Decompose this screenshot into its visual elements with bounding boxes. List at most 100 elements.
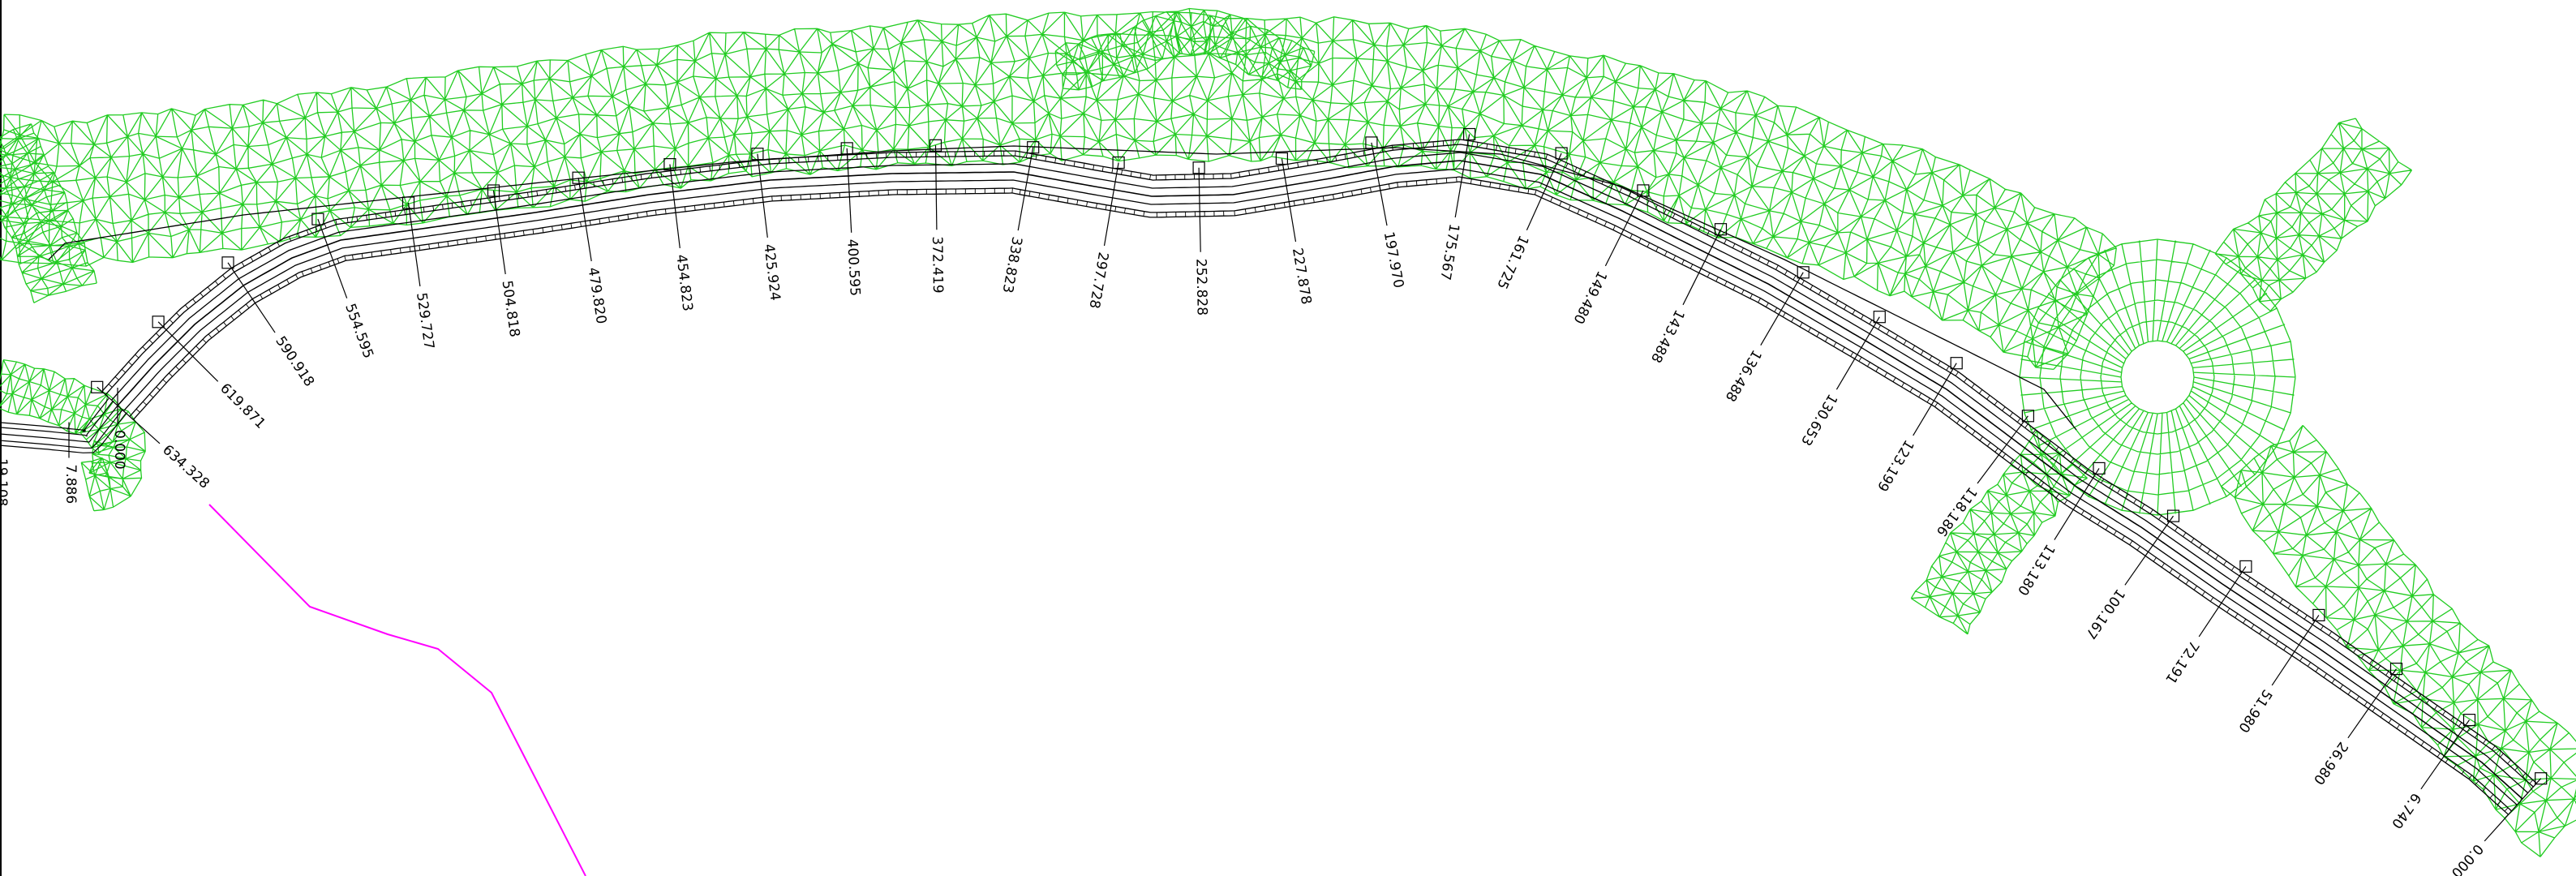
- station-tick: [1454, 134, 1470, 218]
- station-marker: [221, 256, 234, 269]
- station-label: 149.480: [1569, 268, 1609, 327]
- station-marker: [1112, 156, 1125, 170]
- station-marker: [487, 184, 500, 197]
- road-alignment: [0, 139, 2537, 815]
- station-label: 425.924: [760, 243, 783, 302]
- station-label: 529.727: [413, 292, 437, 350]
- station-marker: [929, 139, 942, 152]
- station-marker: [1275, 152, 1289, 165]
- station-marker: [840, 142, 853, 155]
- station-label: 479.820: [585, 266, 610, 325]
- station-marker: [663, 158, 676, 171]
- station-marker: [2166, 509, 2180, 522]
- station-label: 113.180: [2014, 541, 2058, 598]
- boundary-line: [208, 504, 586, 876]
- station-tick: [2124, 515, 2174, 586]
- station-tick: [492, 190, 506, 275]
- station-label: 227.878: [1289, 247, 1314, 306]
- station-tick: [1760, 272, 1804, 346]
- station-tick: [2420, 719, 2470, 790]
- station-tick: [2271, 615, 2320, 686]
- station-label: 7.886: [62, 465, 79, 505]
- station-label: 297.728: [1085, 251, 1111, 310]
- station-label: 72.191: [2162, 638, 2202, 687]
- station-marker: [1950, 357, 1963, 370]
- station-tick: [2484, 778, 2542, 842]
- station-tick: [2347, 668, 2397, 739]
- station-tick: [1103, 162, 1119, 247]
- station-tick: [757, 153, 768, 238]
- station-marker: [1365, 136, 1378, 149]
- station-tick: [157, 321, 219, 382]
- station-marker: [2021, 410, 2034, 423]
- station-tick: [669, 164, 680, 248]
- station-marker: [1462, 127, 1476, 141]
- station-marker: [572, 171, 585, 184]
- station-label: 619.871: [217, 380, 268, 432]
- station-label: 634.328: [159, 442, 213, 492]
- station-marker: [1797, 266, 1810, 279]
- station-tick: [1526, 152, 1562, 231]
- station-label: 197.970: [1380, 230, 1407, 290]
- station-label: 504.818: [498, 279, 522, 337]
- station-marker: [1555, 147, 1568, 160]
- station-marker: [152, 316, 165, 328]
- station-marker: [1637, 184, 1650, 197]
- station-label: 0.000: [111, 430, 127, 470]
- station-tick: [846, 148, 852, 233]
- station-label: 130.653: [1797, 391, 1840, 449]
- station-marker: [2535, 772, 2548, 785]
- station-label: 590.918: [272, 333, 317, 389]
- station-tick: [1604, 190, 1644, 267]
- station-label: 372.419: [929, 236, 946, 294]
- station-label: 175.567: [1436, 222, 1462, 281]
- station-label: 19.108: [0, 458, 10, 506]
- station-marker: [751, 148, 764, 161]
- station-label: 252.828: [1192, 259, 1209, 316]
- station-tick: [934, 145, 938, 230]
- station-marker: [2462, 713, 2476, 727]
- station-tick: [577, 178, 592, 262]
- station-ticks: [0, 127, 2548, 842]
- terrain-mesh: [0, 7, 2576, 857]
- station-tick: [317, 218, 348, 298]
- station-tick: [1371, 142, 1388, 226]
- station-tick: [1198, 167, 1201, 252]
- station-marker: [1192, 161, 1205, 174]
- station-label: 400.595: [844, 238, 863, 296]
- station-tick: [2198, 566, 2247, 638]
- station-label: 51.980: [2235, 686, 2275, 736]
- station-label: 26.980: [2310, 739, 2351, 788]
- station-tick: [407, 202, 421, 287]
- station-marker: [311, 213, 324, 225]
- station-label: 100.167: [2082, 586, 2128, 642]
- station-marker: [2093, 462, 2106, 475]
- station-marker: [2389, 662, 2403, 676]
- station-tick: [1835, 316, 1880, 390]
- station-label: 338.823: [999, 235, 1025, 294]
- station-label: 554.595: [341, 302, 376, 361]
- station-label: 0.000: [2448, 840, 2486, 876]
- station-tick: [2054, 468, 2100, 540]
- station-tick: [1977, 415, 2029, 484]
- station-label: 6.740: [2388, 790, 2424, 831]
- station-marker: [2312, 608, 2325, 622]
- station-label: 136.488: [1722, 347, 1765, 405]
- station-tick: [1281, 158, 1297, 243]
- station-tick: [1017, 147, 1034, 231]
- viewport-frame-left: [0, 0, 2, 876]
- station-label: 123.199: [1874, 437, 1917, 495]
- station-tick: [1913, 363, 1957, 436]
- station-label: 161.725: [1493, 233, 1531, 291]
- station-label: 454.823: [672, 254, 695, 312]
- station-marker: [1714, 223, 1728, 236]
- station-marker: [91, 380, 104, 393]
- station-marker: [1873, 311, 1886, 324]
- station-tick: [97, 386, 161, 444]
- station-marker: [1027, 141, 1040, 154]
- station-label: 143.488: [1647, 307, 1687, 365]
- station-tick: [1682, 229, 1722, 306]
